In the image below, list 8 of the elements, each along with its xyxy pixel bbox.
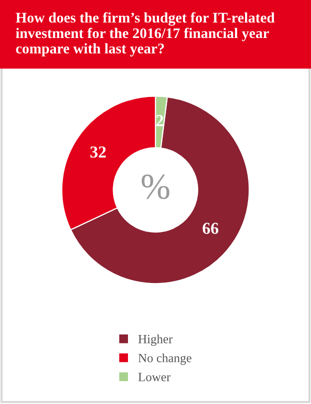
chart-title: How does the firm’s budget for IT-related investment for the 2016/17 financial year compare with last year? bbox=[16, 12, 275, 56]
text: % bbox=[142, 174, 170, 200]
data-label: 2 bbox=[156, 115, 164, 126]
data-label: 66 bbox=[202, 222, 218, 234]
legend-label: No change bbox=[138, 353, 192, 365]
legend-label: Lower bbox=[138, 372, 170, 382]
data-label: 32 bbox=[90, 146, 106, 158]
legend-label: Higher bbox=[138, 334, 173, 346]
